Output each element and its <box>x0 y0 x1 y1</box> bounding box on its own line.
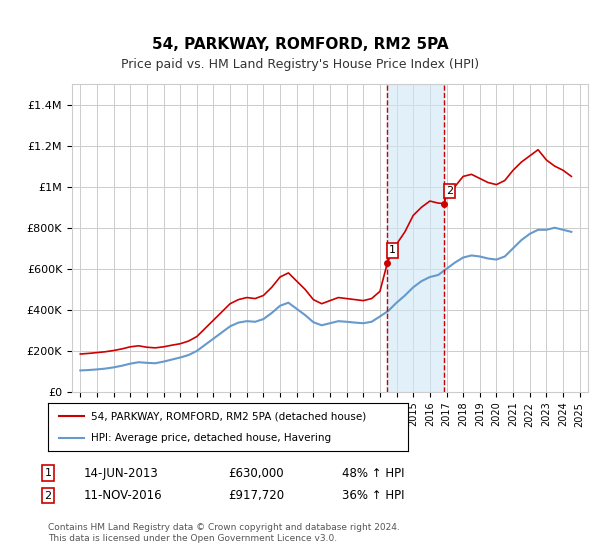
Text: 2: 2 <box>44 491 52 501</box>
Text: £917,720: £917,720 <box>228 489 284 502</box>
Text: £630,000: £630,000 <box>228 466 284 480</box>
Text: Price paid vs. HM Land Registry's House Price Index (HPI): Price paid vs. HM Land Registry's House … <box>121 58 479 71</box>
Text: 11-NOV-2016: 11-NOV-2016 <box>84 489 163 502</box>
Text: 54, PARKWAY, ROMFORD, RM2 5PA: 54, PARKWAY, ROMFORD, RM2 5PA <box>152 38 448 52</box>
Text: Contains HM Land Registry data © Crown copyright and database right 2024.
This d: Contains HM Land Registry data © Crown c… <box>48 524 400 543</box>
Text: 54, PARKWAY, ROMFORD, RM2 5PA (detached house): 54, PARKWAY, ROMFORD, RM2 5PA (detached … <box>91 411 367 421</box>
Text: 14-JUN-2013: 14-JUN-2013 <box>84 466 159 480</box>
Text: 1: 1 <box>44 468 52 478</box>
Text: 48% ↑ HPI: 48% ↑ HPI <box>342 466 404 480</box>
Text: 36% ↑ HPI: 36% ↑ HPI <box>342 489 404 502</box>
Bar <box>388 84 445 392</box>
Text: 2: 2 <box>446 186 453 196</box>
Text: 1: 1 <box>389 245 396 255</box>
Text: HPI: Average price, detached house, Havering: HPI: Average price, detached house, Have… <box>91 433 331 443</box>
